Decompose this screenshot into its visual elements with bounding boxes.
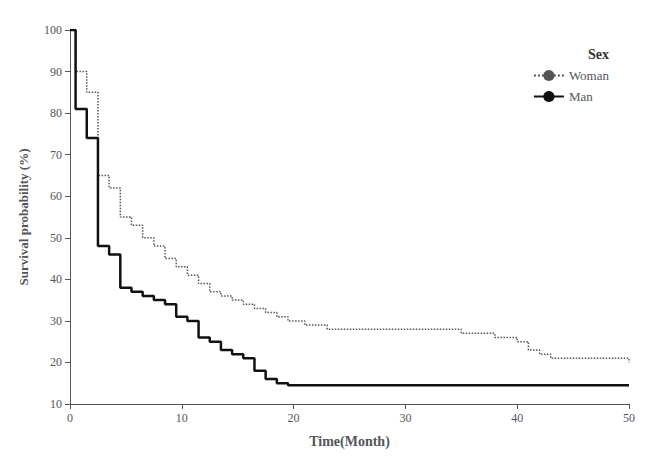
svg-text:100: 100: [44, 23, 62, 37]
svg-text:10: 10: [176, 411, 188, 425]
svg-text:30: 30: [50, 314, 62, 328]
svg-text:80: 80: [50, 106, 62, 120]
svg-text:20: 20: [50, 355, 62, 369]
svg-text:Woman: Woman: [569, 68, 610, 83]
svg-text:70: 70: [50, 148, 62, 162]
svg-text:10: 10: [50, 397, 62, 411]
svg-text:40: 40: [511, 411, 523, 425]
svg-text:20: 20: [288, 411, 300, 425]
svg-text:50: 50: [623, 411, 635, 425]
svg-text:40: 40: [50, 272, 62, 286]
svg-text:Sex: Sex: [588, 47, 609, 62]
svg-text:90: 90: [50, 65, 62, 79]
svg-text:Survival probability (%): Survival probability (%): [16, 148, 31, 285]
svg-text:50: 50: [50, 231, 62, 245]
svg-text:Time(Month): Time(Month): [309, 434, 390, 450]
svg-text:60: 60: [50, 189, 62, 203]
svg-text:Man: Man: [569, 89, 593, 104]
svg-text:0: 0: [67, 411, 73, 425]
svg-text:30: 30: [399, 411, 411, 425]
